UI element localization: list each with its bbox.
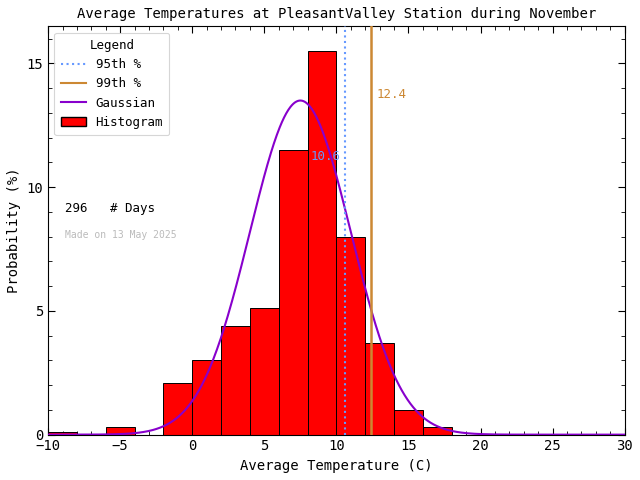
Y-axis label: Probability (%): Probability (%): [7, 168, 21, 293]
Legend: 95th %, 99th %, Gaussian, Histogram: 95th %, 99th %, Gaussian, Histogram: [54, 33, 170, 135]
Bar: [48, 432, 77, 434]
Bar: [106, 427, 134, 434]
Bar: [365, 343, 394, 434]
Bar: [423, 427, 452, 434]
Title: Average Temperatures at PleasantValley Station during November: Average Temperatures at PleasantValley S…: [77, 7, 596, 21]
Text: Made on 13 May 2025: Made on 13 May 2025: [65, 230, 177, 240]
Text: 296   # Days: 296 # Days: [65, 202, 156, 215]
Bar: [221, 326, 250, 434]
Bar: [250, 309, 279, 434]
Bar: [337, 237, 365, 434]
Bar: [308, 51, 337, 434]
Text: 10.6: 10.6: [311, 150, 340, 163]
Bar: [192, 360, 221, 434]
Bar: [163, 383, 192, 434]
Bar: [394, 410, 423, 434]
X-axis label: Average Temperature (C): Average Temperature (C): [240, 459, 433, 473]
Text: 12.4: 12.4: [377, 88, 407, 101]
Bar: [279, 150, 308, 434]
